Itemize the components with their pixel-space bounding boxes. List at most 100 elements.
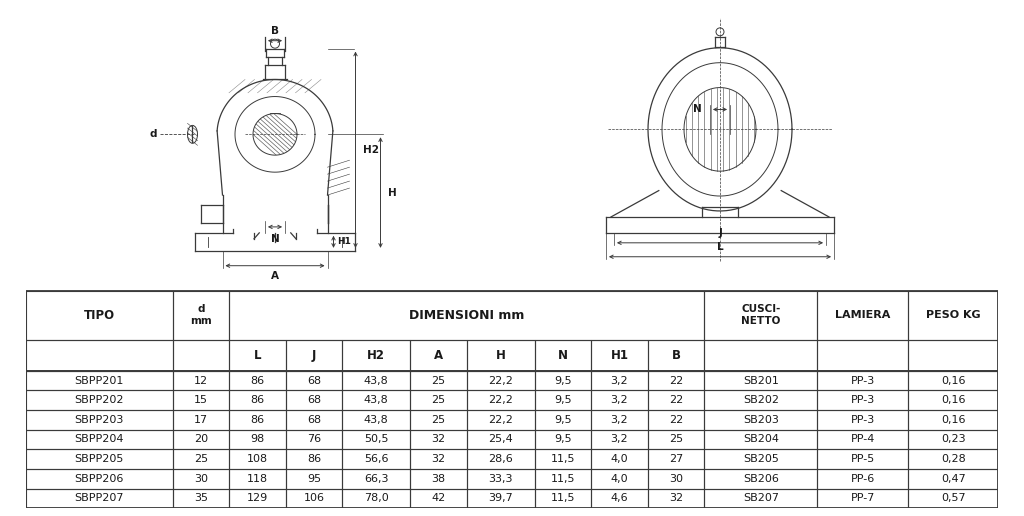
Bar: [229, 370, 286, 390]
Bar: [705, 449, 817, 469]
Text: 20: 20: [194, 434, 208, 444]
Text: 0,16: 0,16: [941, 376, 966, 385]
Bar: [705, 370, 817, 390]
Text: SBPP206: SBPP206: [75, 474, 124, 484]
Text: 68: 68: [307, 415, 322, 425]
Bar: [591, 410, 648, 430]
Bar: [467, 430, 535, 449]
Bar: [173, 449, 229, 469]
Text: A: A: [434, 349, 443, 362]
Bar: [648, 449, 705, 469]
Text: 3,2: 3,2: [610, 395, 629, 405]
Bar: [535, 489, 591, 508]
Text: 76: 76: [307, 434, 322, 444]
Bar: [591, 449, 648, 469]
Bar: [817, 489, 908, 508]
Bar: [173, 291, 229, 340]
Bar: [411, 390, 467, 410]
Text: 25: 25: [431, 376, 445, 385]
Bar: [535, 390, 591, 410]
Bar: [229, 340, 286, 370]
Bar: [342, 390, 411, 410]
Bar: [535, 410, 591, 430]
Bar: [648, 469, 705, 489]
Text: 25,4: 25,4: [488, 434, 513, 444]
Text: 4,0: 4,0: [610, 454, 629, 464]
Text: PP-3: PP-3: [851, 415, 874, 425]
Bar: [817, 469, 908, 489]
Bar: [342, 449, 411, 469]
Bar: [286, 430, 342, 449]
Text: 27: 27: [669, 454, 683, 464]
Text: H2: H2: [362, 144, 379, 155]
Bar: [26, 489, 173, 508]
Text: DIMENSIONI mm: DIMENSIONI mm: [409, 309, 524, 321]
Text: SB204: SB204: [742, 434, 779, 444]
Bar: [342, 469, 411, 489]
Text: 0,47: 0,47: [941, 474, 966, 484]
Bar: [467, 370, 535, 390]
Text: 9,5: 9,5: [554, 395, 571, 405]
Bar: [908, 340, 998, 370]
Text: 68: 68: [307, 395, 322, 405]
Bar: [411, 410, 467, 430]
Text: 9,5: 9,5: [554, 415, 571, 425]
Bar: [173, 489, 229, 508]
Text: N: N: [270, 234, 280, 244]
Bar: [229, 430, 286, 449]
Text: A: A: [271, 271, 279, 281]
Text: SB203: SB203: [743, 415, 779, 425]
Bar: [173, 430, 229, 449]
Bar: [817, 340, 908, 370]
Bar: [286, 340, 342, 370]
Text: 22: 22: [669, 395, 683, 405]
Text: 15: 15: [194, 395, 208, 405]
Text: 32: 32: [431, 454, 445, 464]
Text: 39,7: 39,7: [488, 493, 513, 504]
Text: 12: 12: [194, 376, 208, 385]
Bar: [705, 291, 817, 340]
Text: 66,3: 66,3: [364, 474, 388, 484]
Text: 43,8: 43,8: [364, 376, 389, 385]
Bar: [173, 340, 229, 370]
Bar: [591, 340, 648, 370]
Text: 4,6: 4,6: [610, 493, 629, 504]
Text: N: N: [693, 104, 702, 115]
Bar: [411, 449, 467, 469]
Text: PESO KG: PESO KG: [926, 310, 980, 320]
Text: 42: 42: [431, 493, 445, 504]
Text: SB201: SB201: [743, 376, 779, 385]
Text: d
mm: d mm: [190, 304, 212, 326]
Bar: [411, 430, 467, 449]
Text: 22: 22: [669, 376, 683, 385]
Text: 11,5: 11,5: [551, 474, 575, 484]
Bar: [467, 340, 535, 370]
Text: 78,0: 78,0: [364, 493, 389, 504]
Bar: [817, 430, 908, 449]
Text: SB205: SB205: [743, 454, 779, 464]
Text: 43,8: 43,8: [364, 395, 389, 405]
Bar: [817, 291, 908, 340]
Bar: [467, 410, 535, 430]
Bar: [591, 430, 648, 449]
Bar: [648, 430, 705, 449]
Text: 38: 38: [431, 474, 445, 484]
Bar: [467, 390, 535, 410]
Text: 17: 17: [194, 415, 208, 425]
Bar: [591, 390, 648, 410]
Text: J: J: [718, 228, 722, 238]
Bar: [908, 469, 998, 489]
Bar: [817, 410, 908, 430]
Bar: [908, 390, 998, 410]
Text: 0,23: 0,23: [941, 434, 966, 444]
Text: B: B: [672, 349, 681, 362]
Bar: [173, 390, 229, 410]
Bar: [26, 430, 173, 449]
Text: 98: 98: [250, 434, 264, 444]
Text: TIPO: TIPO: [84, 309, 115, 321]
Bar: [535, 340, 591, 370]
Text: 106: 106: [303, 493, 325, 504]
Text: 68: 68: [307, 376, 322, 385]
Bar: [648, 390, 705, 410]
Bar: [648, 370, 705, 390]
